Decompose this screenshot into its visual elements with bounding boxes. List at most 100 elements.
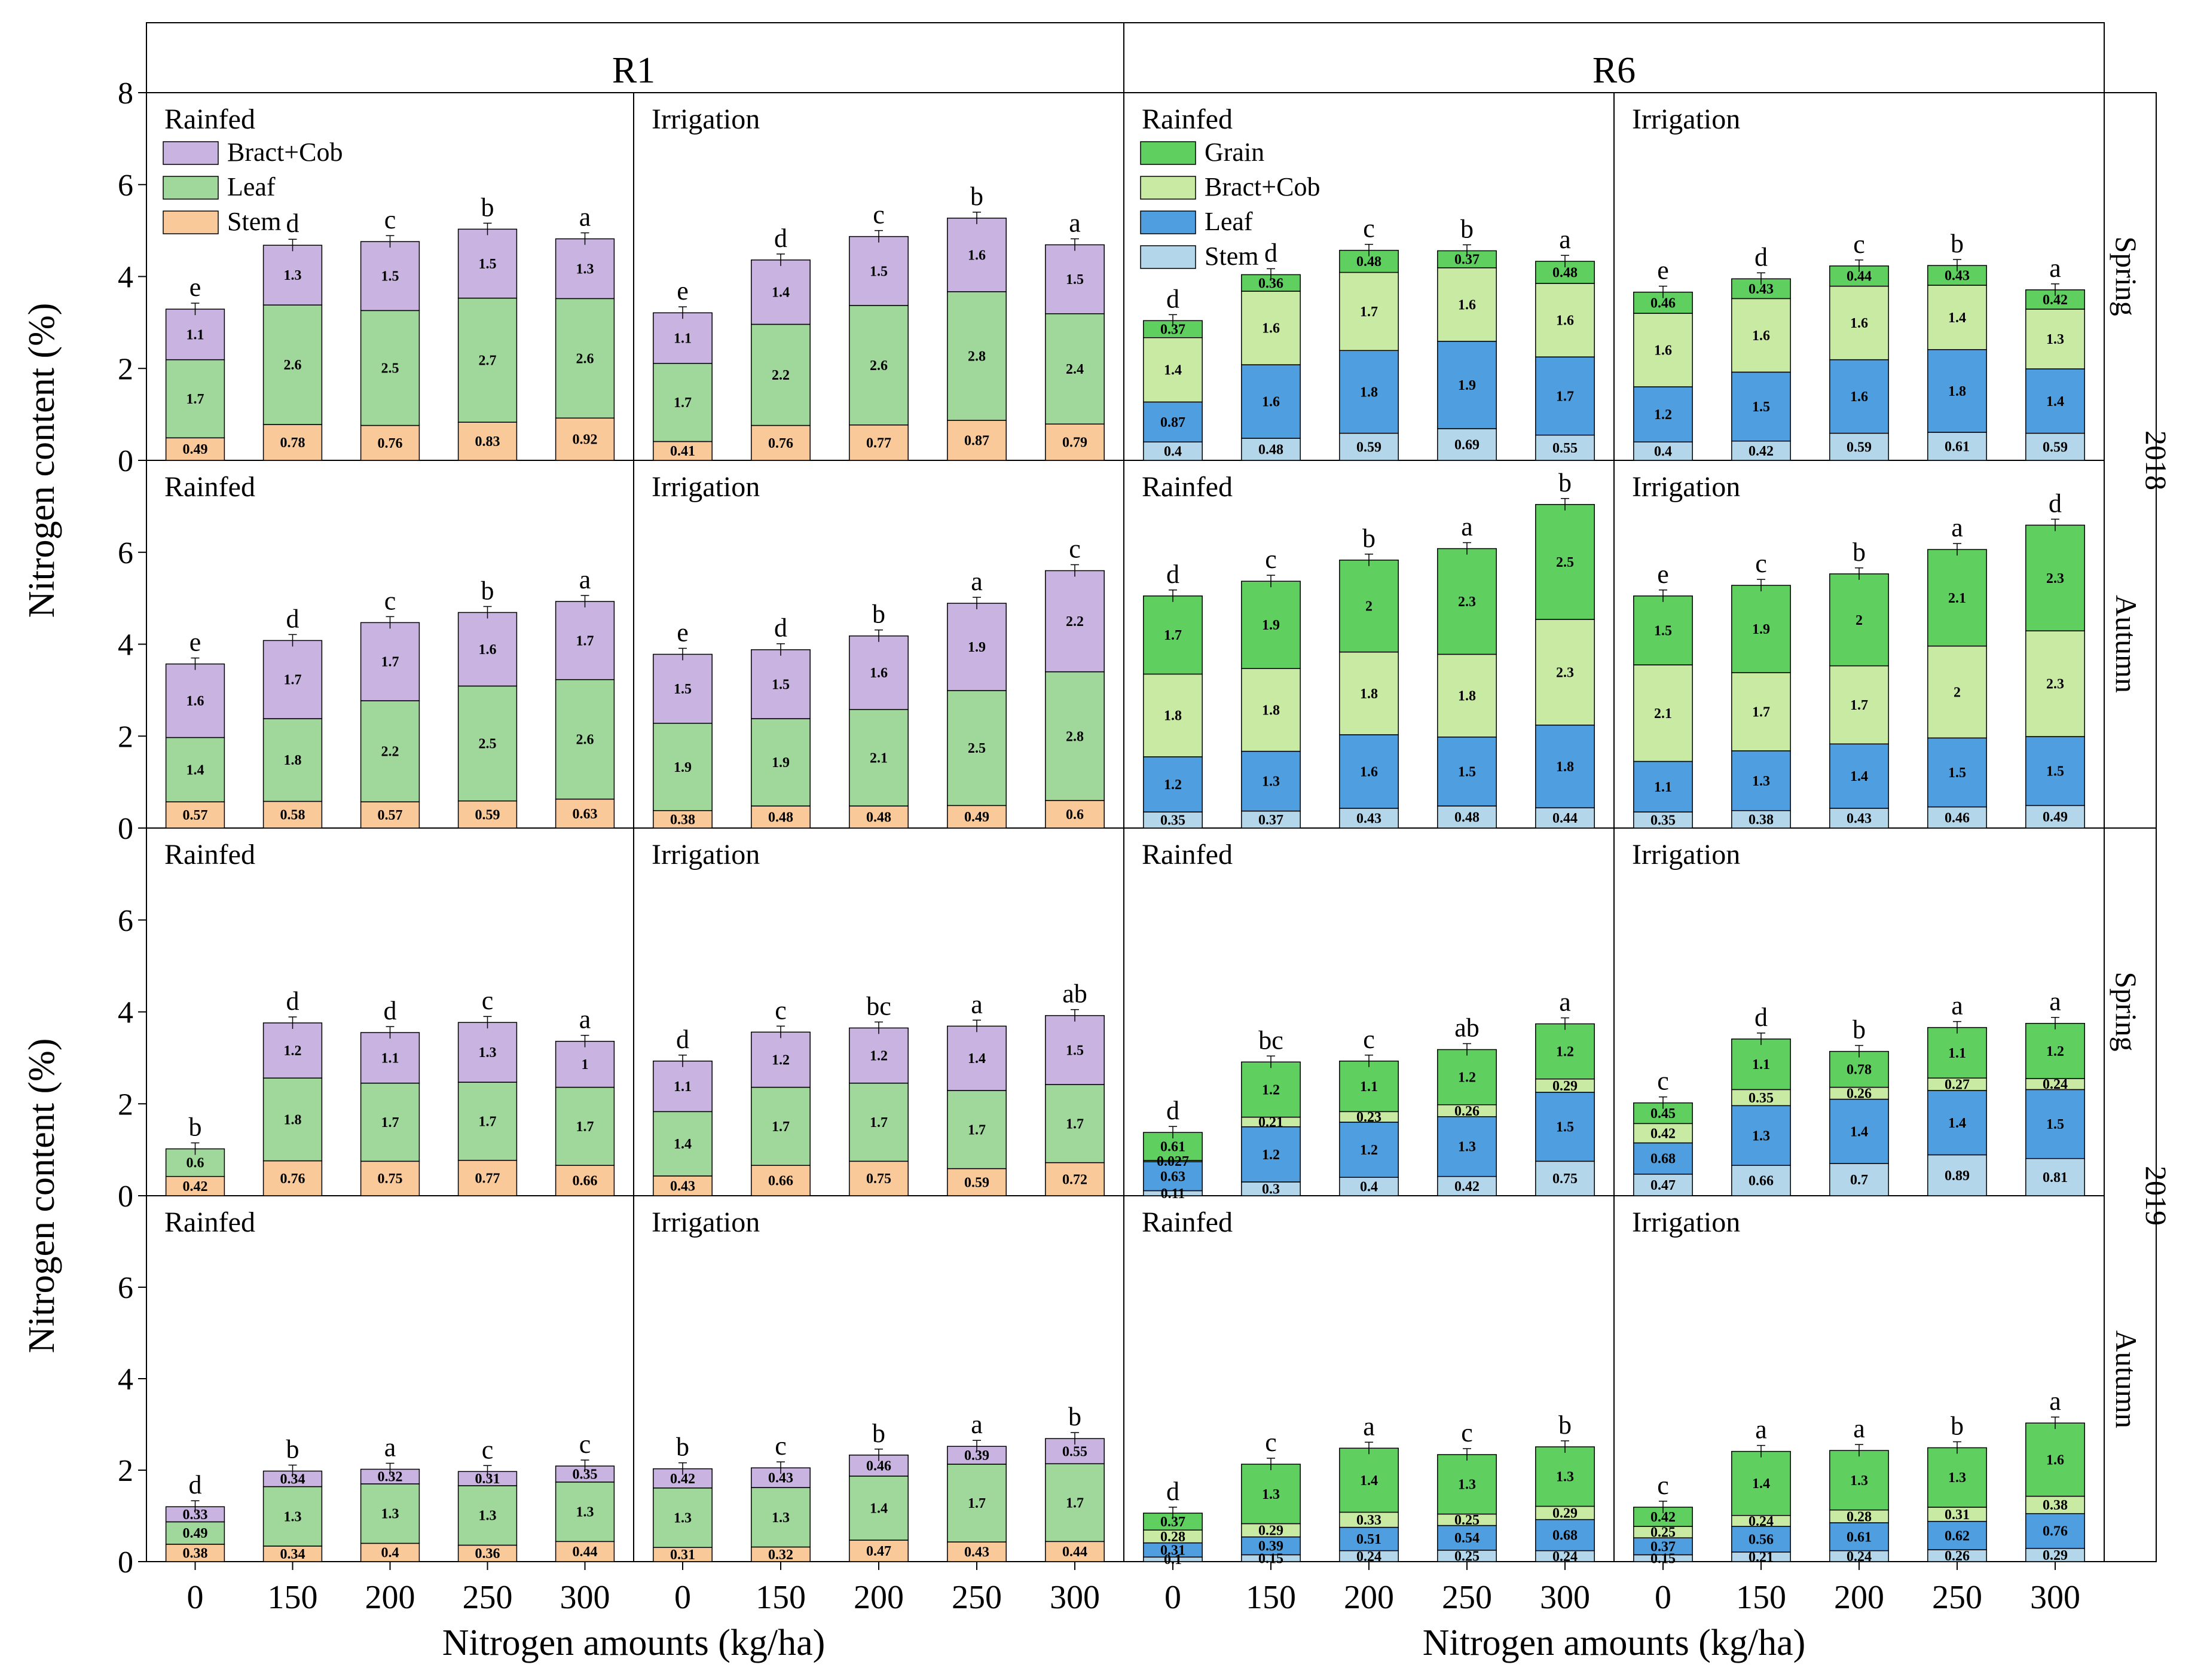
panel-water-label: Rainfed bbox=[1142, 1206, 1233, 1238]
y-tick-label: 4 bbox=[118, 628, 133, 662]
data-label: 0.35 bbox=[1160, 813, 1185, 829]
bar-segment bbox=[653, 363, 713, 442]
significance-letter: b bbox=[286, 1435, 299, 1464]
bar-segment bbox=[1633, 595, 1693, 665]
x-tick-label: 250 bbox=[1932, 1579, 1982, 1616]
data-label: 1.4 bbox=[1948, 1116, 1966, 1131]
legend-swatch bbox=[1140, 176, 1196, 200]
data-label: 1.5 bbox=[381, 269, 399, 285]
data-label: 0.37 bbox=[1650, 1539, 1676, 1554]
bar-segment bbox=[457, 1485, 518, 1546]
panel-water-label: Rainfed bbox=[1142, 103, 1233, 135]
x-axis-label: Nitrogen amounts (kg/ha) bbox=[1423, 1623, 1806, 1663]
data-label: 0.62 bbox=[1945, 1528, 1970, 1544]
data-label: 0.33 bbox=[183, 1507, 208, 1523]
significance-letter: b bbox=[1362, 524, 1375, 553]
bar-segment bbox=[262, 1160, 323, 1196]
data-label: 1.6 bbox=[870, 665, 888, 681]
bar-segment bbox=[262, 245, 323, 306]
significance-letter: d bbox=[1166, 284, 1179, 313]
bar-segment bbox=[1437, 805, 1497, 829]
x-tick-label: 0 bbox=[674, 1579, 691, 1616]
bar-segment bbox=[653, 312, 713, 364]
data-label: 0.28 bbox=[1847, 1509, 1872, 1525]
data-label: 2.2 bbox=[772, 368, 790, 383]
significance-letter: b bbox=[1558, 468, 1572, 497]
data-label: 2.3 bbox=[1458, 594, 1476, 610]
significance-letter: d bbox=[1166, 1477, 1179, 1506]
bar-segment bbox=[1241, 1536, 1301, 1556]
bar-segment bbox=[653, 1061, 713, 1113]
legend-swatch bbox=[1140, 245, 1196, 269]
data-label: 1.4 bbox=[1752, 1476, 1770, 1492]
bar-segment bbox=[1437, 653, 1497, 738]
bar-segment bbox=[360, 1032, 420, 1084]
significance-letter: a bbox=[971, 1410, 983, 1439]
data-label: 1.7 bbox=[968, 1496, 986, 1511]
data-label: 0.47 bbox=[1650, 1178, 1676, 1193]
data-label: 0.027 bbox=[1157, 1154, 1189, 1169]
data-label: 0.26 bbox=[1454, 1104, 1480, 1119]
data-label: 0.25 bbox=[1650, 1525, 1676, 1541]
significance-letter: a bbox=[1363, 1412, 1375, 1441]
bar-segment bbox=[1829, 1450, 1889, 1511]
significance-letter: a bbox=[971, 989, 983, 1019]
data-label: 0.15 bbox=[1258, 1551, 1283, 1566]
bar-segment bbox=[457, 1160, 518, 1196]
legend-label: Stem bbox=[227, 207, 281, 236]
data-label: 1.3 bbox=[1556, 1470, 1574, 1485]
significance-letter: c bbox=[482, 1435, 494, 1464]
data-label: 1.3 bbox=[674, 1511, 692, 1526]
x-tick-label: 150 bbox=[756, 1579, 806, 1616]
bar-segment bbox=[947, 420, 1007, 461]
significance-letter: c bbox=[1069, 534, 1081, 564]
data-label: 0.24 bbox=[1552, 1549, 1578, 1565]
data-label: 1.3 bbox=[284, 1509, 302, 1525]
bar-segment bbox=[653, 810, 713, 829]
y-tick-label: 8 bbox=[118, 77, 133, 111]
data-label: 1.8 bbox=[1458, 689, 1476, 704]
data-label: 0.37 bbox=[1160, 322, 1185, 338]
bar-segment bbox=[2025, 1422, 2085, 1497]
data-label: 1.8 bbox=[1948, 384, 1966, 399]
data-label: 0.43 bbox=[1847, 811, 1872, 826]
data-label: 0.21 bbox=[1258, 1115, 1283, 1131]
bar-segment bbox=[1045, 1463, 1105, 1542]
significance-letter: b bbox=[1460, 214, 1474, 243]
bar-segment bbox=[653, 1111, 713, 1177]
significance-letter: a bbox=[579, 565, 591, 594]
bar-segment bbox=[1143, 673, 1203, 757]
data-label: 0.11 bbox=[1161, 1186, 1185, 1202]
data-label: 0.59 bbox=[475, 807, 500, 823]
data-label: 2.3 bbox=[2046, 677, 2064, 692]
data-label: 0.28 bbox=[1160, 1529, 1185, 1545]
y-tick-label: 6 bbox=[118, 904, 133, 938]
data-label: 1.5 bbox=[1066, 1043, 1084, 1058]
bar-segment bbox=[1731, 298, 1791, 373]
bar-segment bbox=[457, 612, 518, 687]
data-label: 1.2 bbox=[1262, 1147, 1280, 1163]
data-label: 0.56 bbox=[1749, 1532, 1774, 1548]
bar-segment bbox=[1927, 1447, 1987, 1508]
data-label: 1.6 bbox=[187, 694, 204, 709]
bar-segment bbox=[947, 1541, 1007, 1562]
data-label: 2.1 bbox=[1654, 706, 1672, 722]
data-label: 0.24 bbox=[2043, 1077, 2068, 1092]
panel-water-label: Rainfed bbox=[164, 1206, 255, 1238]
data-label: 0.6 bbox=[187, 1156, 204, 1171]
data-label: 1.9 bbox=[1262, 618, 1280, 633]
bar-segment bbox=[1633, 1174, 1693, 1196]
data-label: 1.7 bbox=[187, 392, 204, 407]
bar-segment bbox=[947, 805, 1007, 829]
data-label: 1.4 bbox=[772, 285, 790, 301]
significance-letter: b bbox=[481, 193, 494, 222]
x-tick-label: 300 bbox=[1050, 1579, 1100, 1616]
bar-segment bbox=[1045, 570, 1105, 673]
data-label: 0.76 bbox=[768, 436, 793, 451]
data-label: 1.3 bbox=[1850, 1473, 1868, 1489]
bar-segment bbox=[1927, 1027, 1987, 1079]
bar-segment bbox=[751, 1546, 811, 1562]
bar-segment bbox=[457, 1022, 518, 1083]
data-label: 2.3 bbox=[2046, 571, 2064, 587]
bar-segment bbox=[1633, 811, 1693, 829]
